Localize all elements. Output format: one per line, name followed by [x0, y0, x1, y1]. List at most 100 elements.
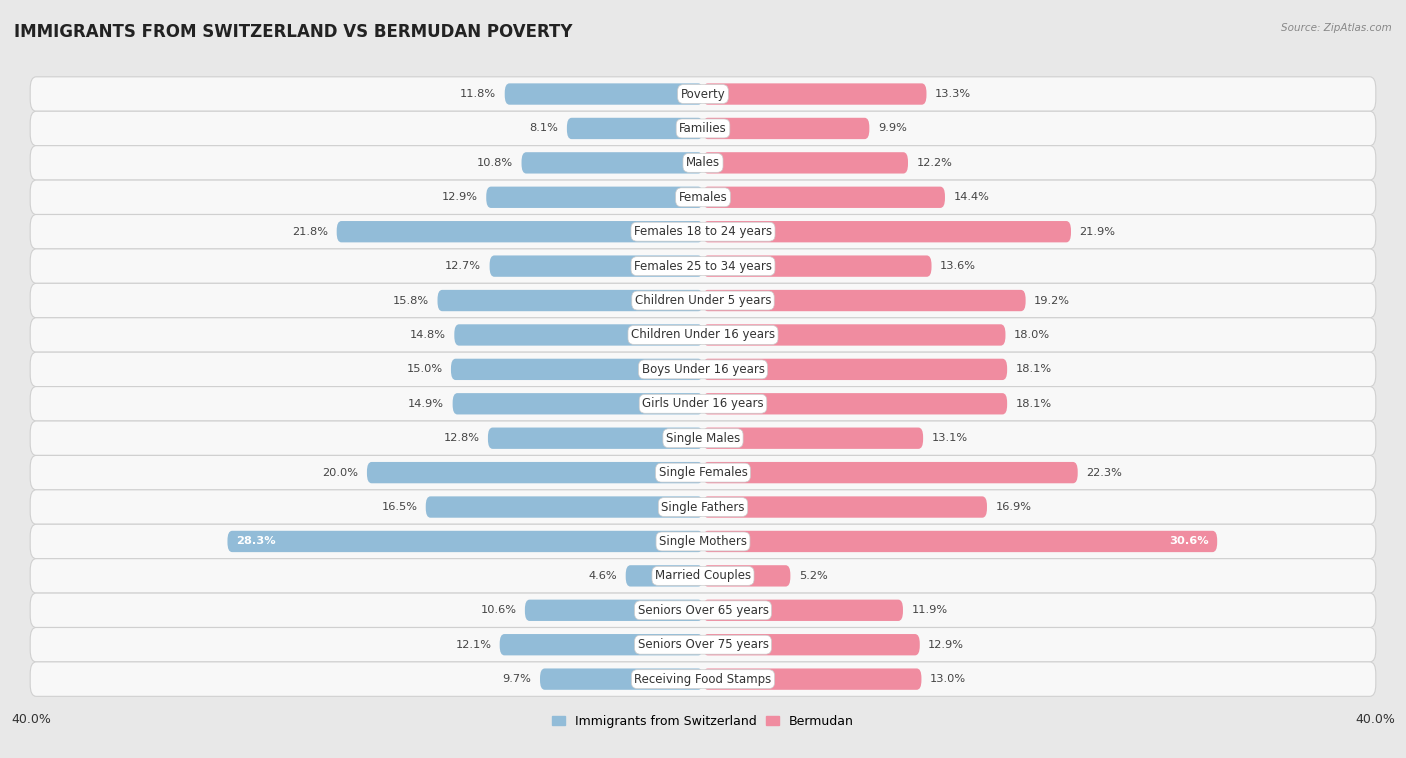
Legend: Immigrants from Switzerland, Bermudan: Immigrants from Switzerland, Bermudan	[550, 713, 856, 731]
FancyBboxPatch shape	[626, 565, 703, 587]
FancyBboxPatch shape	[505, 83, 703, 105]
FancyBboxPatch shape	[30, 249, 1376, 283]
Text: Families: Families	[679, 122, 727, 135]
FancyBboxPatch shape	[703, 634, 920, 656]
Text: IMMIGRANTS FROM SWITZERLAND VS BERMUDAN POVERTY: IMMIGRANTS FROM SWITZERLAND VS BERMUDAN …	[14, 23, 572, 41]
Text: Girls Under 16 years: Girls Under 16 years	[643, 397, 763, 410]
FancyBboxPatch shape	[703, 152, 908, 174]
FancyBboxPatch shape	[336, 221, 703, 243]
Text: 16.9%: 16.9%	[995, 502, 1032, 512]
FancyBboxPatch shape	[488, 428, 703, 449]
Text: 19.2%: 19.2%	[1033, 296, 1070, 305]
Text: 13.3%: 13.3%	[935, 89, 972, 99]
FancyBboxPatch shape	[703, 565, 790, 587]
FancyBboxPatch shape	[367, 462, 703, 484]
Text: Females 18 to 24 years: Females 18 to 24 years	[634, 225, 772, 238]
FancyBboxPatch shape	[567, 117, 703, 139]
FancyBboxPatch shape	[30, 215, 1376, 249]
Text: 13.1%: 13.1%	[932, 434, 967, 443]
Text: 14.4%: 14.4%	[953, 193, 990, 202]
Text: 18.0%: 18.0%	[1014, 330, 1050, 340]
Text: Single Females: Single Females	[658, 466, 748, 479]
Text: Males: Males	[686, 156, 720, 169]
Text: 14.9%: 14.9%	[408, 399, 444, 409]
FancyBboxPatch shape	[703, 255, 932, 277]
Text: Females 25 to 34 years: Females 25 to 34 years	[634, 260, 772, 273]
FancyBboxPatch shape	[703, 83, 927, 105]
Text: 22.3%: 22.3%	[1085, 468, 1122, 478]
FancyBboxPatch shape	[703, 117, 869, 139]
FancyBboxPatch shape	[30, 283, 1376, 318]
FancyBboxPatch shape	[703, 462, 1078, 484]
Text: 5.2%: 5.2%	[799, 571, 828, 581]
FancyBboxPatch shape	[703, 359, 1007, 380]
FancyBboxPatch shape	[30, 593, 1376, 628]
Text: 21.8%: 21.8%	[292, 227, 328, 236]
Text: 12.9%: 12.9%	[928, 640, 965, 650]
Text: 12.7%: 12.7%	[446, 261, 481, 271]
Text: 12.1%: 12.1%	[456, 640, 491, 650]
Text: 12.2%: 12.2%	[917, 158, 952, 168]
FancyBboxPatch shape	[30, 180, 1376, 215]
Text: 14.8%: 14.8%	[411, 330, 446, 340]
Text: 13.0%: 13.0%	[929, 674, 966, 684]
FancyBboxPatch shape	[453, 393, 703, 415]
Text: 30.6%: 30.6%	[1170, 537, 1209, 547]
Text: Children Under 16 years: Children Under 16 years	[631, 328, 775, 341]
FancyBboxPatch shape	[30, 628, 1376, 662]
Text: 11.8%: 11.8%	[460, 89, 496, 99]
Text: 10.6%: 10.6%	[481, 606, 516, 615]
FancyBboxPatch shape	[30, 421, 1376, 456]
FancyBboxPatch shape	[426, 496, 703, 518]
Text: 13.6%: 13.6%	[941, 261, 976, 271]
Text: 10.8%: 10.8%	[477, 158, 513, 168]
FancyBboxPatch shape	[486, 186, 703, 208]
FancyBboxPatch shape	[451, 359, 703, 380]
FancyBboxPatch shape	[437, 290, 703, 312]
Text: Single Fathers: Single Fathers	[661, 500, 745, 513]
Text: 15.0%: 15.0%	[406, 365, 443, 374]
Text: 20.0%: 20.0%	[322, 468, 359, 478]
FancyBboxPatch shape	[522, 152, 703, 174]
Text: 16.5%: 16.5%	[381, 502, 418, 512]
FancyBboxPatch shape	[30, 456, 1376, 490]
Text: Source: ZipAtlas.com: Source: ZipAtlas.com	[1281, 23, 1392, 33]
Text: 21.9%: 21.9%	[1080, 227, 1115, 236]
Text: 15.8%: 15.8%	[394, 296, 429, 305]
FancyBboxPatch shape	[703, 600, 903, 621]
Text: Seniors Over 65 years: Seniors Over 65 years	[637, 604, 769, 617]
FancyBboxPatch shape	[30, 111, 1376, 146]
FancyBboxPatch shape	[499, 634, 703, 656]
FancyBboxPatch shape	[703, 186, 945, 208]
Text: Seniors Over 75 years: Seniors Over 75 years	[637, 638, 769, 651]
Text: Females: Females	[679, 191, 727, 204]
Text: 12.8%: 12.8%	[443, 434, 479, 443]
FancyBboxPatch shape	[30, 662, 1376, 697]
Text: 11.9%: 11.9%	[911, 606, 948, 615]
Text: 18.1%: 18.1%	[1015, 365, 1052, 374]
FancyBboxPatch shape	[703, 393, 1007, 415]
FancyBboxPatch shape	[703, 428, 924, 449]
FancyBboxPatch shape	[30, 146, 1376, 180]
FancyBboxPatch shape	[30, 352, 1376, 387]
FancyBboxPatch shape	[489, 255, 703, 277]
Text: Receiving Food Stamps: Receiving Food Stamps	[634, 672, 772, 686]
FancyBboxPatch shape	[30, 77, 1376, 111]
Text: Single Mothers: Single Mothers	[659, 535, 747, 548]
Text: Single Males: Single Males	[666, 432, 740, 445]
FancyBboxPatch shape	[703, 496, 987, 518]
Text: Married Couples: Married Couples	[655, 569, 751, 582]
Text: Boys Under 16 years: Boys Under 16 years	[641, 363, 765, 376]
Text: Children Under 5 years: Children Under 5 years	[634, 294, 772, 307]
FancyBboxPatch shape	[30, 525, 1376, 559]
Text: 28.3%: 28.3%	[236, 537, 276, 547]
FancyBboxPatch shape	[454, 324, 703, 346]
Text: 8.1%: 8.1%	[530, 124, 558, 133]
FancyBboxPatch shape	[524, 600, 703, 621]
Text: 12.9%: 12.9%	[441, 193, 478, 202]
FancyBboxPatch shape	[30, 559, 1376, 593]
Text: 4.6%: 4.6%	[589, 571, 617, 581]
Text: 9.7%: 9.7%	[503, 674, 531, 684]
FancyBboxPatch shape	[703, 324, 1005, 346]
FancyBboxPatch shape	[703, 531, 1218, 552]
